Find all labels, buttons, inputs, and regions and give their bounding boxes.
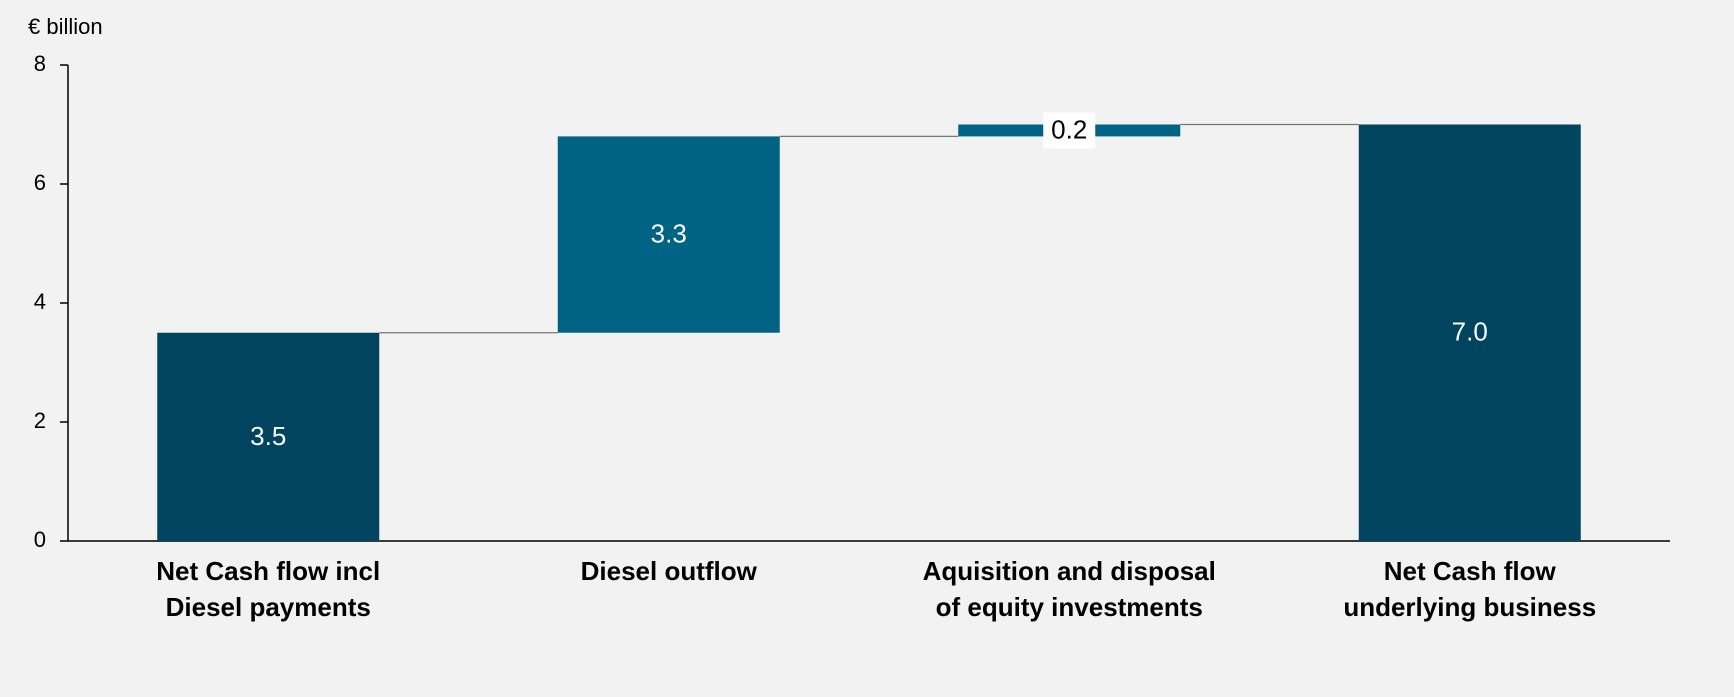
value-label: 3.5 [250,421,286,451]
x-tick-label: Net Cash flow incl [156,556,380,586]
bar [1358,124,1581,541]
y-tick-label: 8 [34,51,46,76]
value-label: 7.0 [1452,317,1488,347]
y-tick-label: 2 [34,408,46,433]
x-tick-label: of equity investments [936,592,1203,622]
x-tick-label: Diesel payments [166,592,371,622]
x-tick-label: underlying business [1343,592,1596,622]
y-tick-label: 6 [34,170,46,195]
y-axis-label: € billion [28,14,103,39]
value-label-box [1043,112,1096,149]
y-tick-label: 0 [34,527,46,552]
x-tick-label: Aquisition and disposal [923,556,1216,586]
x-tick-label: Net Cash flow [1384,556,1557,586]
y-tick-label: 4 [34,289,46,314]
x-tick-label: Diesel outflow [581,556,758,586]
value-label: 3.3 [651,218,687,248]
value-label: 0.2 [1051,114,1087,144]
bar [157,332,380,541]
bar [557,136,780,333]
